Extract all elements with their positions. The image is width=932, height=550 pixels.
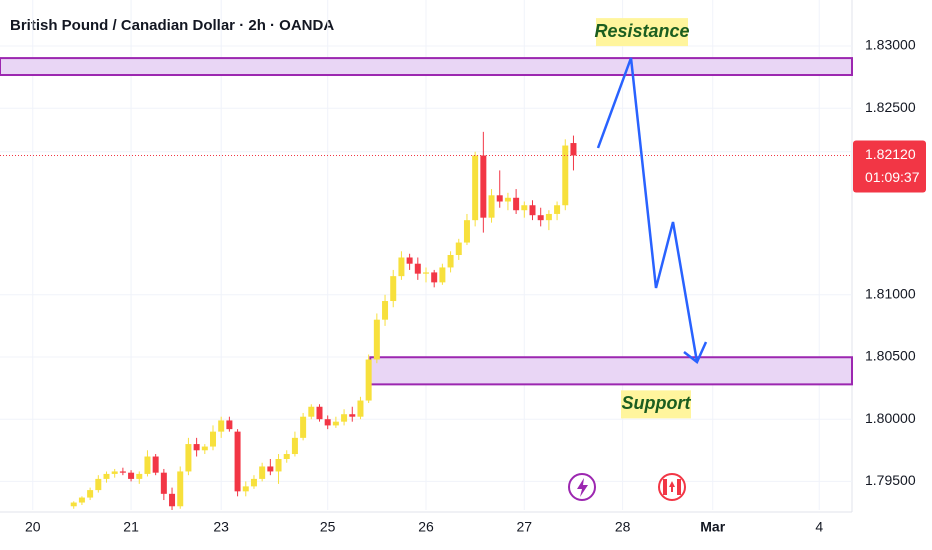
y-tick-label: 1.82500 bbox=[865, 99, 916, 115]
candle-body bbox=[504, 197, 511, 202]
x-tick-label: 26 bbox=[418, 519, 434, 535]
candle-body bbox=[570, 143, 577, 156]
candle-body bbox=[160, 472, 167, 494]
candle-body bbox=[103, 473, 110, 479]
x-tick-label: 25 bbox=[320, 519, 336, 535]
candle-body bbox=[365, 359, 372, 401]
last-price-label: 1.82120 bbox=[865, 146, 916, 162]
x-tick-label: 28 bbox=[615, 519, 631, 535]
candle-body bbox=[250, 478, 257, 487]
candle-body bbox=[291, 437, 298, 455]
candle-body bbox=[300, 416, 307, 438]
candle-body bbox=[398, 257, 405, 277]
candle-body bbox=[283, 454, 290, 459]
zone-label: Support bbox=[622, 393, 692, 413]
candle-body bbox=[185, 444, 192, 472]
candle-body bbox=[87, 490, 94, 498]
candle-body bbox=[324, 419, 331, 426]
y-tick-label: 1.80500 bbox=[865, 348, 916, 364]
candle-body bbox=[332, 421, 339, 426]
candle-body bbox=[488, 195, 495, 218]
candle-body bbox=[349, 414, 356, 417]
projection-arrow bbox=[596, 57, 699, 363]
plot-layer bbox=[0, 0, 853, 510]
candle-body bbox=[373, 319, 380, 360]
candle-body bbox=[152, 456, 159, 473]
candle-body bbox=[95, 478, 102, 491]
candle-body bbox=[357, 400, 364, 417]
candle-body bbox=[144, 456, 151, 474]
arrow-head bbox=[683, 341, 708, 364]
candle-body bbox=[78, 497, 85, 503]
countdown-label: 01:09:37 bbox=[865, 169, 920, 185]
candle-body bbox=[341, 414, 348, 422]
x-tick-label: 27 bbox=[517, 519, 533, 535]
candle-body bbox=[513, 197, 520, 211]
candle-body bbox=[128, 472, 135, 479]
zone-label-bg bbox=[596, 18, 688, 47]
x-tick-label: 23 bbox=[213, 519, 229, 535]
candle-body bbox=[406, 257, 413, 264]
candle-body bbox=[472, 155, 479, 221]
zone bbox=[369, 356, 853, 386]
candle-body bbox=[201, 446, 208, 451]
candle-body bbox=[119, 471, 126, 473]
last-price-box bbox=[853, 140, 926, 193]
candle-body bbox=[554, 205, 561, 214]
zone-label-bg bbox=[621, 390, 691, 419]
candle-body bbox=[562, 145, 569, 206]
candle-body bbox=[521, 205, 528, 211]
candle-body bbox=[234, 431, 241, 492]
candle-body bbox=[242, 486, 249, 492]
candle-body bbox=[193, 444, 200, 451]
candle-body bbox=[70, 502, 77, 507]
candle-body bbox=[390, 276, 397, 302]
y-tick-label: 1.83000 bbox=[865, 37, 916, 53]
candle-body bbox=[226, 420, 233, 430]
candle-body bbox=[439, 267, 446, 283]
candle-body bbox=[275, 459, 282, 472]
lightning-icon[interactable] bbox=[568, 473, 596, 501]
chart-title: British Pound / Canadian Dollar · 2h · O… bbox=[10, 17, 334, 34]
candle-body bbox=[431, 272, 438, 283]
candle-body bbox=[210, 431, 216, 447]
x-tick-label: 4 bbox=[815, 519, 823, 535]
canada-flag-icon[interactable] bbox=[658, 473, 686, 501]
candle-body bbox=[537, 215, 544, 221]
candle-body bbox=[545, 213, 552, 221]
candle-body bbox=[316, 406, 323, 420]
x-tick-label: 21 bbox=[123, 519, 139, 535]
candle-body bbox=[259, 466, 266, 479]
y-tick-label: 1.80000 bbox=[865, 410, 916, 426]
candle-body bbox=[480, 155, 487, 218]
candle-body bbox=[218, 420, 225, 432]
candle-body bbox=[447, 255, 454, 268]
candle-body bbox=[529, 205, 536, 216]
candle-body bbox=[423, 272, 429, 274]
y-tick-label: 1.79500 bbox=[865, 472, 916, 488]
candle-body bbox=[136, 473, 143, 479]
x-tick-label: Mar bbox=[700, 519, 725, 535]
y-tick-label: 1.81000 bbox=[865, 286, 916, 302]
candle-body bbox=[455, 242, 462, 255]
candle-body bbox=[308, 406, 315, 417]
candle-body bbox=[169, 493, 176, 507]
candle-body bbox=[111, 471, 118, 474]
zone-label: Resistance bbox=[594, 21, 689, 41]
candle-body bbox=[267, 466, 274, 472]
x-tick-label: 20 bbox=[25, 519, 41, 535]
candle-body bbox=[382, 301, 389, 320]
zone bbox=[0, 57, 853, 77]
candle-body bbox=[463, 220, 470, 243]
candle-body bbox=[414, 263, 421, 274]
candle-body bbox=[177, 471, 184, 507]
candle-body bbox=[496, 195, 503, 202]
